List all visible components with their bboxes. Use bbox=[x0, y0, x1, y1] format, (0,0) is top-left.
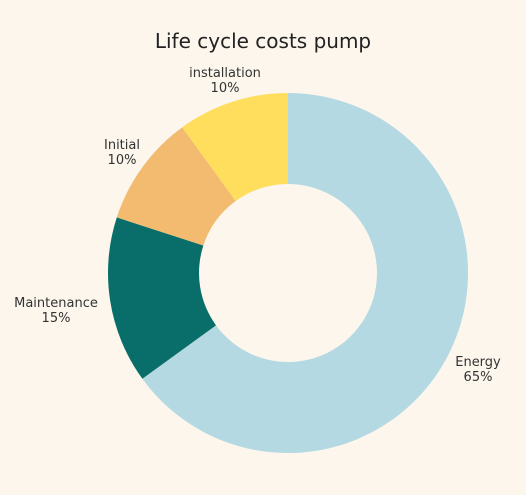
slice-label-energy: Energy 65% bbox=[443, 355, 513, 385]
slice-name: installation bbox=[189, 66, 261, 81]
slice-label-initial: Initial 10% bbox=[92, 138, 152, 168]
slice-initial bbox=[116, 127, 236, 246]
slice-energy bbox=[142, 93, 468, 453]
slice-value: 10% bbox=[107, 153, 137, 168]
slice-value: 10% bbox=[210, 81, 240, 96]
slice-label-maintenance: Maintenance 15% bbox=[4, 296, 108, 326]
slice-installation bbox=[182, 93, 288, 201]
slice-name: Energy bbox=[455, 355, 501, 370]
slice-name: Initial bbox=[104, 138, 140, 153]
slice-value: 15% bbox=[41, 311, 71, 326]
slice-value: 65% bbox=[463, 370, 493, 385]
chart-title: Life cycle costs pump bbox=[154, 29, 372, 53]
slice-maintenance bbox=[107, 217, 216, 379]
slice-label-installation: installation 10% bbox=[180, 66, 270, 96]
slice-name: Maintenance bbox=[14, 296, 98, 311]
